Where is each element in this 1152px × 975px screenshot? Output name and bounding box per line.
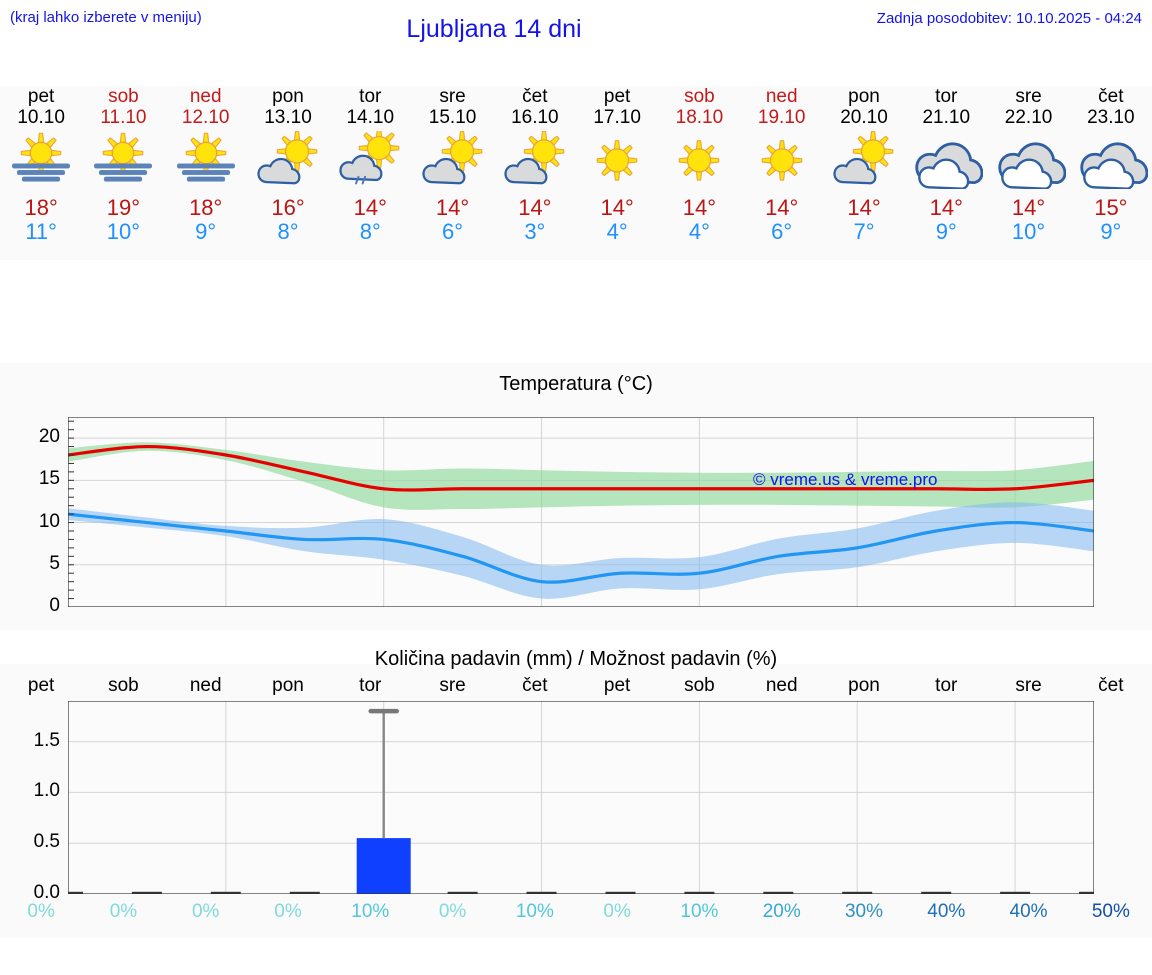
svg-text:© vreme.us & vreme.pro: © vreme.us & vreme.pro — [753, 470, 937, 489]
